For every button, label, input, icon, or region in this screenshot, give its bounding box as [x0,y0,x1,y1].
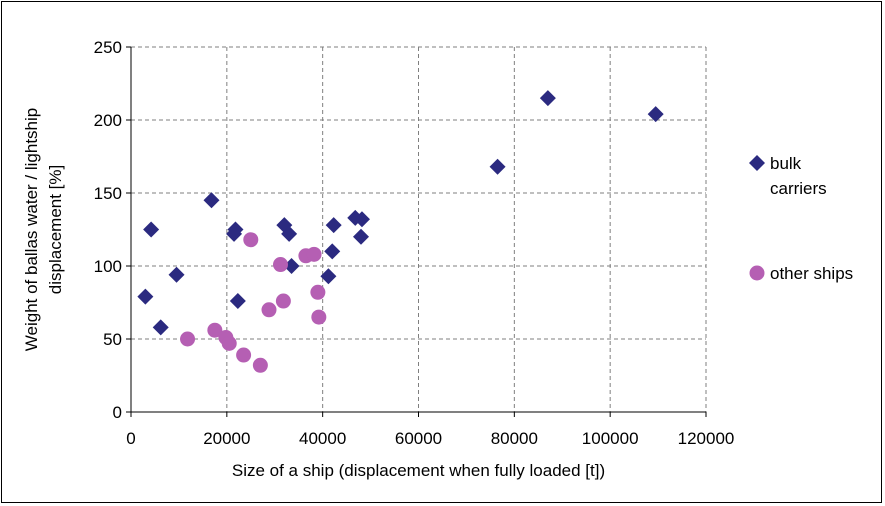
y-tick-label: 200 [94,111,122,130]
data-point-bulk-carriers [152,319,169,336]
data-point-other-ships [180,331,196,347]
x-tick-label: 0 [126,429,135,448]
x-tick-label: 80000 [491,429,538,448]
data-point-bulk-carriers [489,158,506,175]
data-point-other-ships [261,302,277,318]
data-point-bulk-carriers [353,228,369,245]
series-1 [180,232,327,373]
data-point-other-ships [275,293,291,309]
data-point-bulk-carriers [320,268,337,285]
x-tick-label: 60000 [395,429,442,448]
y-tick-label: 100 [94,257,122,276]
data-point-bulk-carriers [137,288,154,305]
legend-label-line: bulk [770,154,802,173]
data-point-other-ships [252,357,268,373]
data-point-other-ships [221,335,237,351]
data-point-bulk-carriers [539,90,556,107]
data-point-other-ships [310,284,326,300]
series-0 [137,90,664,336]
data-point-other-ships [207,322,223,338]
data-point-bulk-carriers [281,225,298,242]
data-point-other-ships [273,257,288,273]
data-point-bulk-carriers [353,211,370,228]
data-point-bulk-carriers [229,293,246,310]
legend-diamond-marker [749,155,765,171]
y-axis-title-line: displacement [%] [46,165,65,294]
legend-label-line: other ships [770,264,853,283]
data-point-other-ships [306,246,322,262]
legend-label: other ships [770,264,853,283]
axis-titles: Size of a ship (displacement when fully … [22,108,605,480]
data-point-bulk-carriers [168,266,185,283]
data-point-other-ships [243,232,259,248]
gridlines [131,46,707,412]
legend-label-line: carriers [770,179,827,198]
data-point-bulk-carriers [227,221,244,238]
y-tick-label: 0 [113,403,122,422]
x-tick-labels: 0 20000 40000 60000 80000 100000 120000 [126,429,734,448]
data-point-other-ships [311,309,327,325]
data-point-bulk-carriers [647,106,664,123]
data-point-bulk-carriers [324,243,341,260]
legend-circle-marker [749,265,765,281]
x-tick-label: 20000 [203,429,250,448]
data-points [137,90,664,373]
axes [126,46,707,417]
x-tick-label: 120000 [678,429,735,448]
y-tick-labels: 0 50 100 150 200 250 [94,38,122,422]
x-tick-label: 40000 [299,429,346,448]
data-point-bulk-carriers [203,192,220,209]
legend: bulk carriers other ships [749,154,853,283]
data-point-other-ships [236,347,252,363]
data-point-bulk-carriers [325,217,342,234]
y-axis-title: Weight of ballas water / lightship displa… [22,108,65,351]
x-axis-title: Size of a ship (displacement when fully … [232,461,605,480]
y-tick-label: 50 [103,330,122,349]
legend-label: bulk carriers [770,154,827,198]
x-tick-label: 100000 [582,429,639,448]
y-axis-title-line: Weight of ballas water / lightship [22,108,41,351]
y-tick-label: 150 [94,184,122,203]
y-tick-label: 250 [94,38,122,57]
data-point-bulk-carriers [143,221,160,238]
